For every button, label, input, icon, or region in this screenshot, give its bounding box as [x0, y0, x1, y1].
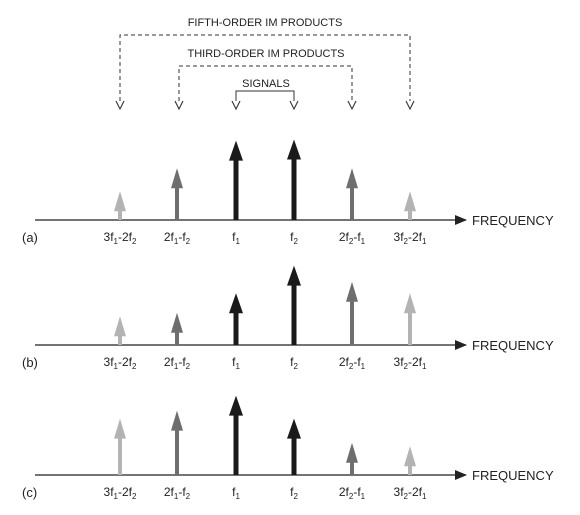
signals-bracket-line	[235, 90, 295, 101]
panel-label: (a)	[22, 230, 38, 245]
spectral-line-3f1-2f2	[114, 191, 126, 220]
frequency-axis-label: FREQUENCY	[472, 468, 554, 483]
tick-f2: f2	[290, 230, 298, 246]
spectral-line-2f2-f1	[346, 442, 358, 475]
spectral-line-3f2-2f1	[404, 446, 416, 475]
spectral-line-2f1-f2	[171, 312, 183, 345]
spectral-line-f1	[229, 395, 243, 475]
tick-2f1-f2: 2f1-f2	[164, 230, 191, 246]
panel-label: (b)	[22, 355, 38, 370]
spectral-line-3f1-2f2	[114, 316, 126, 345]
tick-f1: f1	[232, 485, 240, 501]
third-order-bracket: THIRD-ORDER IM PRODUCTS	[174, 44, 357, 111]
signals-arrowhead-right	[289, 100, 299, 111]
third-order-arrowhead-right	[347, 100, 357, 111]
tick-2f2-f1: 2f2-f1	[339, 230, 366, 246]
tick-f1: f1	[232, 355, 240, 371]
spectral-line-3f2-2f1	[404, 293, 416, 345]
third-order-label: THIRD-ORDER IM PRODUCTS	[187, 48, 344, 60]
spectral-line-3f1-2f2	[114, 418, 126, 475]
spectral-line-2f2-f1	[346, 168, 358, 220]
panel-b: FREQUENCY (b) 3f1-2f2 2f1-f2 f1 f2 2f2-f1 3f2-2…	[22, 265, 554, 371]
signals-label: SIGNALS	[242, 78, 290, 90]
panel-label: (c)	[22, 485, 37, 500]
panel-a: FREQUENCY (a) 3f1-2f2 2f1-f2 f1 f2 2f2-f1 3f2-2…	[22, 139, 554, 246]
tick-f1: f1	[232, 230, 240, 246]
fifth-order-arrowhead-right	[405, 100, 415, 111]
signals-arrowhead-left	[231, 100, 241, 111]
third-order-bracket-line	[178, 65, 353, 101]
spectrum-panels: FREQUENCY (a) 3f1-2f2 2f1-f2 f1 f2 2f2-f1 3f2-2…	[22, 139, 554, 501]
fifth-order-bracket: FIFTH-ORDER IM PRODUCTS	[115, 13, 415, 111]
spectral-line-f2	[287, 418, 301, 475]
spectral-line-f2	[287, 265, 301, 345]
tick-3f1-2f2: 3f1-2f2	[104, 230, 137, 246]
panel-c: FREQUENCY (c) 3f1-2f2 2f1-f2 f1 f2 2f2-f1 3f2-2…	[22, 395, 554, 501]
spectral-line-2f1-f2	[171, 410, 183, 475]
tick-f2: f2	[290, 355, 298, 371]
tick-2f1-f2: 2f1-f2	[164, 485, 191, 501]
tick-3f2-2f1: 3f2-2f1	[394, 485, 427, 501]
spectral-line-2f2-f1	[346, 281, 358, 345]
fifth-order-label: FIFTH-ORDER IM PRODUCTS	[188, 17, 343, 29]
spectral-line-f1	[229, 293, 243, 345]
tick-3f2-2f1: 3f2-2f1	[394, 355, 427, 371]
tick-3f1-2f2: 3f1-2f2	[104, 355, 137, 371]
third-order-arrowhead-left	[174, 100, 184, 111]
tick-2f2-f1: 2f2-f1	[339, 355, 366, 371]
fifth-order-arrowhead-left	[115, 100, 125, 111]
spectral-line-f2	[287, 139, 301, 220]
tick-3f1-2f2: 3f1-2f2	[104, 485, 137, 501]
spectral-line-3f2-2f1	[404, 191, 416, 220]
fifth-order-bracket-line	[119, 34, 411, 101]
tick-2f2-f1: 2f2-f1	[339, 485, 366, 501]
tick-f2: f2	[290, 485, 298, 501]
frequency-axis-label: FREQUENCY	[472, 213, 554, 228]
frequency-axis-label: FREQUENCY	[472, 338, 554, 353]
signals-bracket: SIGNALS	[231, 78, 299, 111]
tick-3f2-2f1: 3f2-2f1	[394, 230, 427, 246]
spectral-line-f1	[229, 140, 243, 220]
spectral-line-2f1-f2	[171, 168, 183, 220]
tick-2f1-f2: 2f1-f2	[164, 355, 191, 371]
